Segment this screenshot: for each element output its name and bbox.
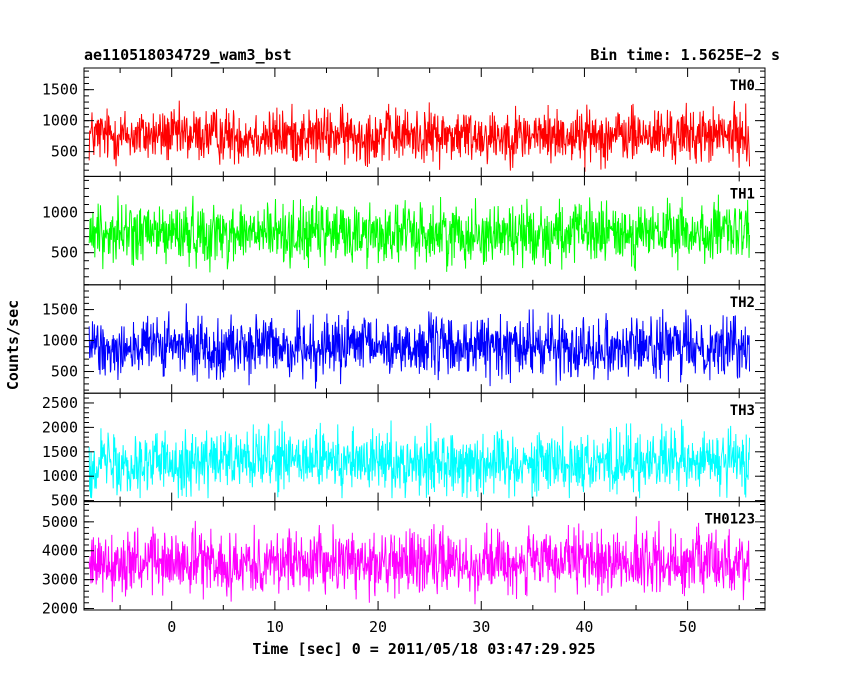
series-label-th2: TH2 [730,295,755,311]
y-tick-label: 1000 [42,332,78,350]
y-tick-label: 1500 [42,301,78,319]
y-tick-label: 500 [51,363,78,381]
y-tick-label: 3000 [42,571,78,589]
panel-th1: 500 1000 TH1 [42,175,766,286]
x-tick-label: 20 [369,618,387,636]
x-tick-label: 0 [167,618,176,636]
chart-title: ae110518034729_wam3_bst [84,46,292,64]
y-tick-label: 1000 [42,467,78,485]
x-tick-label: 40 [575,618,593,636]
y-tick-label: 2000 [42,418,78,436]
y-tick-label: 500 [51,143,78,161]
y-tick-label: 1500 [42,81,78,99]
y-tick-label: 1000 [42,112,78,130]
y-tick-label: 1000 [42,204,78,222]
series-line-th2 [88,303,751,389]
x-tick-label: 50 [679,618,697,636]
y-tick-label: 2500 [42,394,78,412]
series-line-th0123 [88,516,751,605]
panel-th2: 500 1000 1500 TH2 [42,284,766,394]
panel-th3: 500 1000 1500 2000 2500 TH3 [42,392,766,510]
series-line-th1 [88,194,751,273]
x-axis: 0 10 20 30 40 50 [167,618,696,636]
panel-th0123: 2000 3000 4000 5000 TH0123 [42,501,766,618]
panel-frame [83,501,766,611]
y-tick-label: 500 [51,244,78,262]
series-label-th0123: TH0123 [704,512,755,528]
series-line-th0 [88,100,751,172]
series-label-th0: TH0 [730,78,755,94]
bin-time-label: Bin time: 1.5625E−2 s [590,46,780,64]
series-label-th1: TH1 [730,186,755,202]
y-tick-label: 2000 [42,600,78,618]
x-tick-label: 30 [472,618,490,636]
panel-th0: 500 1000 1500 TH0 [42,67,766,177]
y-axis-label: Counts/sec [4,300,22,390]
series-label-th3: TH3 [730,403,755,419]
y-tick-label: 500 [51,492,78,510]
x-axis-label: Time [sec] 0 = 2011/05/18 03:47:29.925 [252,640,595,658]
y-tick-label: 4000 [42,542,78,560]
series-line-th3 [88,419,751,499]
y-tick-label: 1500 [42,443,78,461]
x-tick-label: 10 [266,618,284,636]
y-tick-label: 5000 [42,513,78,531]
